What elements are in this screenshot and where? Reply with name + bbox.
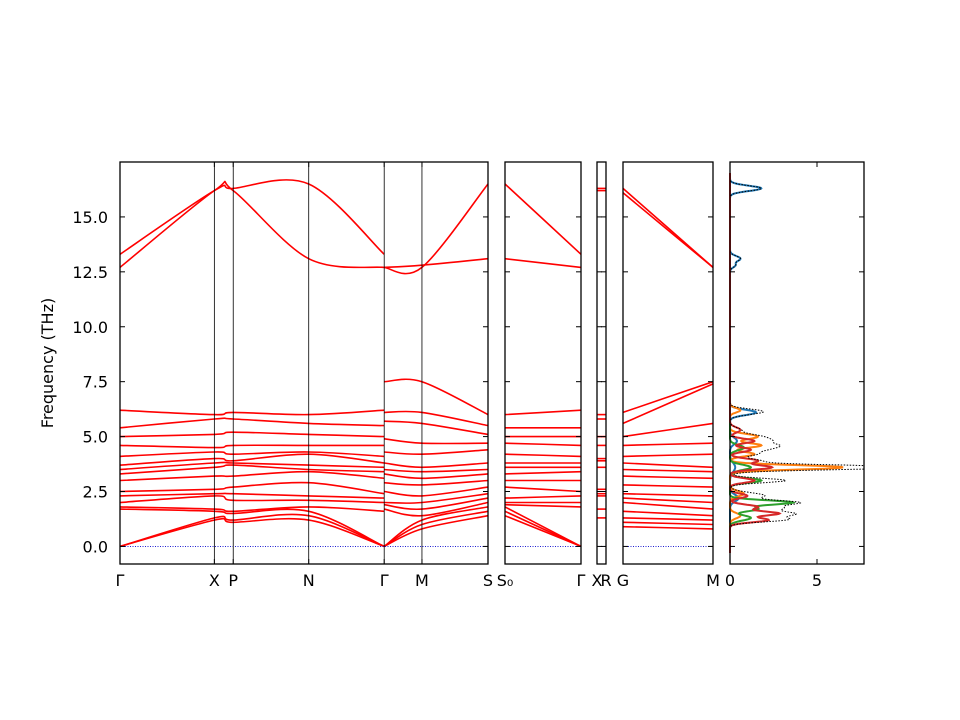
band-line-p1-s0-b14	[504, 503, 582, 508]
band-line-p0-s1-b11	[384, 486, 489, 497]
band-line-p3-s0-b11	[622, 492, 714, 497]
tick-labels: Γ X P N Γ M S S₀ Γ XR G M0.02.55.07.510.012.515.00 5	[72, 208, 822, 590]
band-line-p0-s1-b1	[384, 257, 489, 269]
band-line-p3-s0-b6	[622, 453, 714, 458]
y-tick-label-0: 0.0	[83, 537, 108, 556]
band-line-p1-s0-b2	[504, 409, 582, 416]
band-line-p3-s0-b5	[622, 442, 714, 447]
band-line-p3-s0-b2	[622, 380, 714, 414]
x-tick-label-p3-1: M	[706, 571, 720, 590]
band-line-p0-s1-b4	[384, 420, 489, 436]
x-tick-label-p2-1: R	[600, 571, 611, 590]
band-line-p1-s0-b1	[504, 257, 582, 269]
x-tick-label-p0-3: N	[303, 571, 315, 590]
band-line-p0-s0-b0	[119, 179, 385, 255]
band-line-p0-s1-b3	[384, 410, 489, 427]
band-line-p0-s1-b9	[384, 473, 489, 480]
panel-frame-1	[504, 161, 582, 565]
band-line-p1-s0-b5	[504, 442, 582, 447]
band-line-p0-s0-b6	[119, 451, 385, 458]
band-line-p0-s0-b12	[119, 492, 385, 499]
dos-panel-frame	[729, 161, 865, 565]
band-line-p0-s0-b11	[119, 481, 385, 495]
band-line-p1-s0-b11	[504, 486, 582, 493]
band-line-p3-s0-b12	[622, 497, 714, 504]
y-axis-title: Frequency (THz)	[38, 298, 57, 428]
band-line-p3-s0-b10	[622, 484, 714, 488]
band-line-p3-s0-b1	[622, 192, 714, 269]
y-tick-label-4: 10.0	[72, 318, 108, 337]
band-line-p3-s0-b14	[622, 510, 714, 517]
band-line-p3-s0-b13	[622, 501, 714, 510]
x-tick-label-p0-5: M	[415, 571, 429, 590]
band-line-p3-s0-b8	[622, 468, 714, 473]
x-tick-label-p0-4: Γ	[380, 571, 389, 590]
y-tick-label-3: 7.5	[83, 373, 108, 392]
band-line-p0-s1-b2	[384, 378, 489, 416]
band-line-p0-s1-b6	[384, 449, 489, 456]
band-line-p0-s0-b1	[119, 180, 385, 269]
band-line-p0-s0-b3	[119, 417, 385, 429]
x-tick-label-p3-0: G	[617, 571, 629, 590]
band-line-p0-s0-b10	[119, 470, 385, 482]
band-line-p1-s0-b0	[504, 183, 582, 255]
dos-x-tick-label-0: 0	[725, 571, 735, 590]
band-line-p0-s0-b4	[119, 431, 385, 438]
band-line-p0-s1-b7	[384, 462, 489, 469]
x-tick-label-p1-1: Γ	[577, 571, 586, 590]
panel-frames	[119, 161, 865, 565]
band-line-p3-s0-b4	[622, 422, 714, 438]
band-line-p3-s0-b3	[622, 383, 714, 425]
band-line-p0-s0-b17	[119, 517, 385, 548]
band-line-p1-s0-b6	[504, 453, 582, 458]
x-tick-label-p0-0: Γ	[116, 571, 125, 590]
band-line-p3-s0-b16	[622, 521, 714, 526]
x-tick-label-p0-1: X	[209, 571, 220, 590]
band-line-p0-s1-b8	[384, 468, 489, 473]
x-tick-label-p0-6: S	[483, 571, 493, 590]
dos-x-tick-label-1: 5	[812, 571, 822, 590]
band-line-p3-s0-b15	[622, 517, 714, 521]
y-tick-label-1: 2.5	[83, 483, 108, 502]
x-tick-label-p0-2: P	[228, 571, 238, 590]
x-tick-label-p1-0: S₀	[497, 571, 514, 590]
panel-frame-0	[119, 161, 489, 565]
band-line-p1-s0-b9	[504, 470, 582, 475]
panel-frame-2	[596, 161, 607, 565]
dos-total-curve	[729, 173, 865, 553]
x-tick-label-p2-0: X	[592, 571, 603, 590]
band-line-p0-s0-b2	[119, 409, 385, 416]
y-tick-label-2: 5.0	[83, 428, 108, 447]
y-tick-label-6: 15.0	[72, 208, 108, 227]
band-line-p3-s0-b9	[622, 475, 714, 480]
band-line-p0-s1-b5	[384, 438, 489, 445]
band-line-p0-s1-b10	[384, 479, 489, 486]
band-line-p1-s0-b12	[504, 495, 582, 499]
y-tick-label-5: 12.5	[72, 263, 108, 282]
dos-curves	[729, 173, 865, 553]
band-line-p3-s0-b17	[622, 525, 714, 530]
band-line-p1-s0-b17	[504, 514, 582, 548]
band-line-p3-s0-b7	[622, 462, 714, 469]
axis-ticks	[119, 162, 864, 564]
panel-frame-3	[622, 161, 714, 565]
band-line-p0-s0-b5	[119, 444, 385, 449]
